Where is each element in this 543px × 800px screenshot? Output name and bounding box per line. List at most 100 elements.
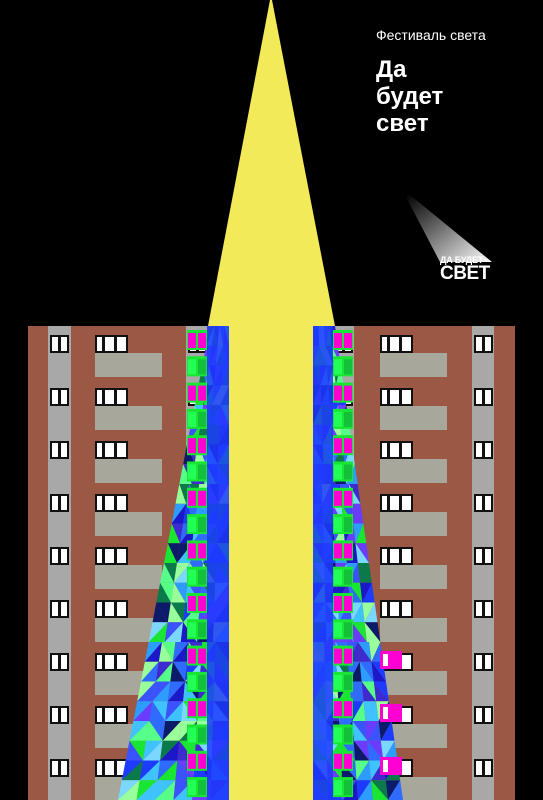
mosaic-shard [383,740,398,761]
window-pane [402,390,411,404]
mosaic-shard [142,740,163,761]
lit-window [334,596,342,611]
lit-window [334,753,342,769]
window-pane [61,655,67,669]
window-pane [117,496,126,510]
window-pane [485,496,491,510]
mosaic-shard [380,721,395,741]
mosaic-shard [364,622,381,642]
mosaic-shard [369,642,381,662]
lit-window [188,648,196,664]
mosaic-shard [351,622,367,642]
window-pane [105,496,114,510]
window-pane [485,443,491,457]
lit-window [188,385,196,401]
mosaic-shard [172,642,189,662]
mosaic-shard [133,701,153,721]
window-pane [117,337,126,351]
lit-window [334,490,342,506]
mosaic-shard [160,563,174,583]
window-pane [105,337,114,351]
window-pane [402,337,411,351]
mosaic-shard [179,484,190,504]
mosaic-shard [167,602,184,623]
window-pane [476,496,482,510]
lit-window [344,359,352,375]
mosaic-shard [378,721,392,741]
window-pane [117,602,126,616]
lit-window [188,622,196,638]
mosaic-shard [167,523,181,544]
mosaic-shard [137,681,156,702]
window-pane [97,655,102,669]
mosaic-shard [358,780,373,800]
mosaic-shard [156,582,171,603]
mosaic-shard [357,642,372,662]
lit-window [188,411,196,427]
lit-window [188,727,196,743]
mosaic-shard [360,582,372,603]
balcony [380,618,447,642]
window-pane [117,443,126,457]
window-pane [52,655,58,669]
window-pane [61,496,67,510]
window-pane [97,549,102,563]
lit-window [198,596,206,611]
mosaic-shard [380,740,395,761]
mosaic-shard [155,661,173,682]
lit-window [334,333,342,348]
mosaic-shard [164,563,177,583]
mosaic-shard [373,681,389,702]
balcony [380,459,447,483]
window-pane [97,761,102,775]
mosaic-shard [165,701,184,721]
mosaic-shard [164,543,177,563]
mosaic-shard [129,721,150,741]
window-pane [382,390,387,404]
lit-window [344,411,352,427]
mosaic-shard [125,740,143,761]
lit-window [334,648,342,664]
mosaic-shard [152,681,171,702]
mosaic-shard [162,721,182,741]
window-pane [402,549,411,563]
lit-window [188,780,196,796]
logo: ДА БУДЕТ СВЕТ [440,256,500,284]
window-pane [402,708,411,722]
mosaic-shard [364,602,378,623]
window-pane [117,390,126,404]
lit-window [344,385,352,401]
window-pane [105,655,114,669]
lit-window [334,385,342,401]
headline-line: свет [376,110,429,137]
mosaic-shard [353,503,364,524]
lit-window [198,438,206,454]
lit-window [344,517,352,533]
mosaic-shard [173,563,190,583]
window-pane [52,496,58,510]
mosaic-shard [144,642,163,662]
lit-window [198,727,206,743]
lit-window [344,569,352,585]
lit-window [344,780,352,796]
window-pane [97,337,102,351]
lit-window [198,543,206,559]
mosaic-shard [356,760,372,781]
window-pane [476,390,482,404]
balcony [95,512,162,536]
mosaic-shard [121,760,143,781]
mosaic-shard [172,642,189,662]
mosaic-shard [355,523,367,544]
mosaic-shard [167,681,185,702]
mosaic-shard [361,681,377,702]
mosaic-shard [362,582,375,603]
mosaic-shard [170,602,186,623]
mosaic-shard [348,582,363,603]
window-pane [485,337,491,351]
mosaic-shard [152,701,168,721]
mosaic-shard [350,701,364,721]
window-pane [485,655,491,669]
mosaic-shard [139,760,161,781]
window-pane [52,708,58,722]
balcony [380,406,447,430]
